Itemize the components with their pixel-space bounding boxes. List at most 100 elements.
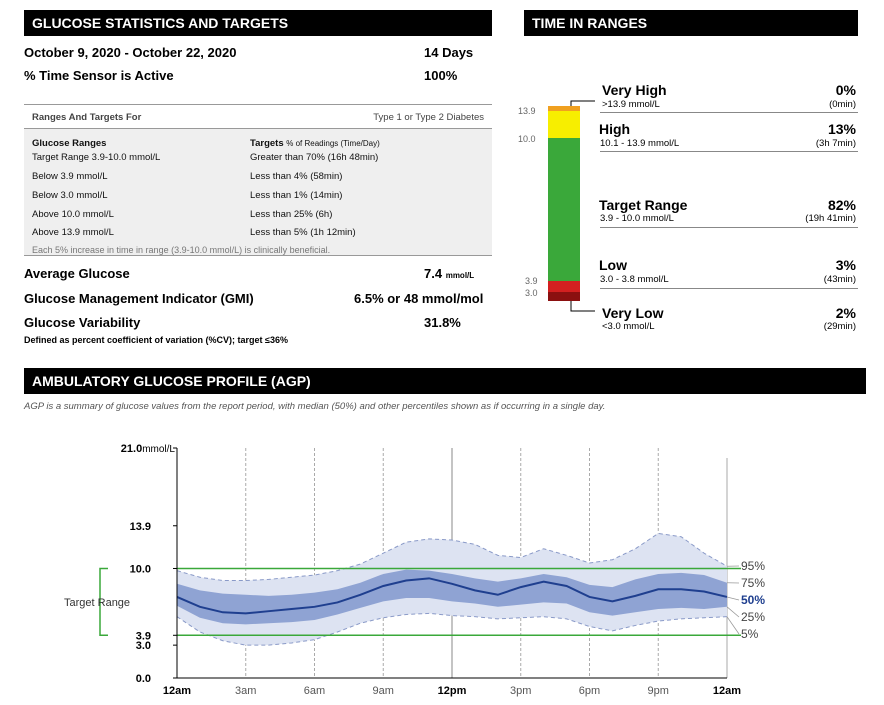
agp-x-tick-label: 6pm [579, 685, 600, 697]
agp-y-tick-label: 13.9 [130, 521, 151, 533]
agp-y-tick-label: 3.9 [136, 630, 151, 642]
tir-low-time: (43min) [823, 274, 856, 285]
agp-x-tick-label: 12am [713, 685, 741, 697]
tir-divider [600, 288, 858, 289]
tir-high-name: High [599, 121, 631, 137]
tir-very-low-pct: 2% [835, 305, 856, 321]
tir-very-high-time: (0min) [829, 99, 856, 110]
agp-percentile-label: 25% [741, 610, 765, 624]
range-row-target: Less than 1% (14min) [250, 190, 343, 201]
tir-axis-label: 13.9 [518, 106, 536, 116]
ranges-targets-header: Ranges And Targets For Type 1 or Type 2 … [24, 105, 492, 129]
range-row-label: Below 3.9 mmol/L [32, 171, 108, 182]
agp-line-5 [176, 612, 728, 646]
sensor-active-label: % Time Sensor is Active [24, 68, 174, 83]
avg-glucose-value: 7.4 mmol/L [424, 266, 474, 281]
col-glucose-ranges: Glucose Ranges [32, 138, 107, 149]
tir-segment-target [548, 138, 580, 281]
tir-header: TIME IN RANGES [524, 10, 858, 36]
variability-note: Defined as percent coefficient of variat… [24, 335, 288, 345]
agp-x-tick-label: 9pm [648, 685, 669, 697]
agp-x-tick-label: 3pm [510, 685, 531, 697]
agp-x-tick-label: 9am [373, 685, 394, 697]
tir-very-high-sub: >13.9 mmol/L [602, 99, 660, 110]
agp-percentile-label: 75% [741, 576, 765, 590]
tir-axis-label: 3.0 [525, 288, 538, 298]
agp-percentile-label: 95% [741, 559, 765, 573]
range-row-label: Above 13.9 mmol/L [32, 227, 114, 238]
tir-axis-label: 10.0 [518, 134, 536, 144]
agp-x-tick-label: 12am [163, 685, 191, 697]
tir-segment-very-low [548, 292, 580, 301]
range-row-target: Less than 4% (58min) [250, 171, 343, 182]
agp-chart: Target Range 21.0mmol/L 13.9 10.0 3.93.0 0.0 1… [64, 443, 765, 697]
sensor-active-value: 100% [424, 68, 458, 83]
col-targets-sub: % of Readings (Time/Day) [286, 139, 380, 148]
agp-percentile-label: 5% [741, 627, 759, 641]
tir-target-sub: 3.9 - 10.0 mmol/L [600, 213, 674, 224]
tir-high-sub: 10.1 - 13.9 mmol/L [600, 138, 680, 149]
avg-glucose-number: 7.4 [424, 266, 443, 281]
variability-value: 31.8% [424, 315, 461, 330]
col-targets: Targets % of Readings (Time/Day) [250, 138, 380, 149]
tir-high-pct: 13% [827, 121, 856, 137]
avg-glucose-unit: mmol/L [445, 271, 475, 280]
tir-stacked-bar: 13.9 10.0 3.9 3.0 [518, 100, 595, 312]
agp-median-line [176, 577, 728, 615]
agp-percentile-leader [726, 596, 740, 601]
range-footnote: Each 5% increase in time in range (3.9-1… [32, 245, 331, 255]
days-count: 14 Days [424, 45, 474, 60]
tir-very-high-pct: 0% [835, 82, 856, 98]
range-row-target: Less than 5% (1h 12min) [250, 227, 356, 238]
agp-y-tick-label: 0.0 [136, 673, 151, 685]
gmi-value: 6.5% or 48 mmol/mol [354, 291, 484, 306]
tir-segment-low [548, 281, 580, 292]
agp-header: AMBULATORY GLUCOSE PROFILE (AGP) [24, 368, 866, 394]
range-row-label: Below 3.0 mmol/L [32, 190, 108, 201]
agp-x-tick-label: 12pm [438, 685, 467, 697]
tir-divider [600, 227, 858, 228]
ranges-targets-box: Ranges And Targets For Type 1 or Type 2 … [24, 104, 492, 256]
tir-low-sub: 3.0 - 3.8 mmol/L [600, 274, 669, 285]
agp-percentile-label: 50% [741, 593, 765, 607]
agp-y-tick-label: 21.0mmol/L [121, 443, 176, 455]
tir-segment-very-high [548, 106, 580, 111]
tir-target-time: (19h 41min) [805, 213, 856, 224]
col-targets-title: Targets [250, 138, 284, 149]
agp-percentile-leader [726, 606, 740, 618]
agp-x-tick-label: 6am [304, 685, 325, 697]
range-row-label: Above 10.0 mmol/L [32, 209, 114, 220]
diabetes-type: Type 1 or Type 2 Diabetes [373, 112, 484, 123]
agp-target-bracket [99, 567, 108, 637]
tir-very-high-name: Very High [602, 82, 667, 98]
range-row-label: Target Range 3.9-10.0 mmol/L [32, 152, 161, 163]
tir-axis-label: 3.9 [525, 276, 538, 286]
range-row-target: Greater than 70% (16h 48min) [250, 152, 379, 163]
agp-note: AGP is a summary of glucose values from … [24, 401, 606, 412]
tir-low-name: Low [599, 257, 627, 273]
range-row-target: Less than 25% (6h) [250, 209, 333, 220]
avg-glucose-label: Average Glucose [24, 266, 130, 281]
variability-label: Glucose Variability [24, 315, 141, 330]
agp-y-tick-label: 10.0 [130, 563, 151, 575]
tir-high-time: (3h 7min) [815, 138, 856, 149]
tir-segment-high [548, 111, 580, 138]
tir-low-pct: 3% [835, 257, 856, 273]
agp-y-tick-label: 3.0 [136, 640, 151, 652]
agp-x-tick-label: 3am [235, 685, 256, 697]
tir-very-low-sub: <3.0 mmol/L [602, 321, 655, 332]
agp-target-range-label: Target Range [64, 597, 130, 609]
tir-very-low-name: Very Low [602, 305, 664, 321]
agp-line-95 [176, 532, 728, 582]
tir-target-pct: 82% [827, 197, 856, 213]
tir-target-name: Target Range [599, 197, 688, 213]
tir-divider [600, 112, 858, 113]
agp-band-25-75 [177, 569, 727, 625]
date-range: October 9, 2020 - October 22, 2020 [24, 45, 237, 60]
agp-percentile-leader [726, 616, 740, 635]
tir-very-low-time: (29min) [823, 321, 856, 332]
ranges-for-label: Ranges And Targets For [32, 112, 142, 123]
tir-divider [600, 151, 858, 152]
gmi-label: Glucose Management Indicator (GMI) [24, 291, 254, 306]
stats-header: GLUCOSE STATISTICS AND TARGETS [24, 10, 492, 36]
